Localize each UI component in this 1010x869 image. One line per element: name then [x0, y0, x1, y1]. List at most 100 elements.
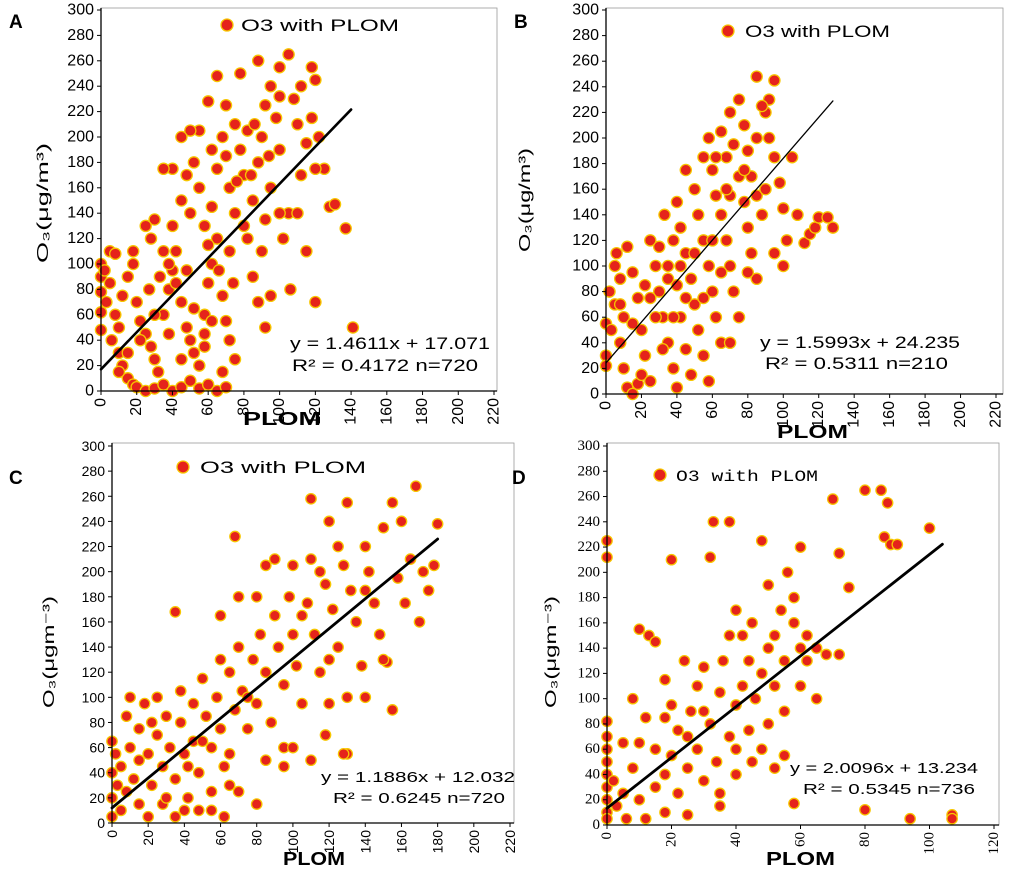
data-point [755, 534, 768, 547]
data-point [180, 264, 193, 277]
data-point [98, 264, 111, 277]
data-point [247, 653, 259, 666]
data-point [264, 289, 277, 303]
data-point [656, 342, 669, 356]
data-point [219, 314, 233, 328]
data-point [196, 735, 209, 748]
data-point [833, 547, 846, 560]
data-point [688, 246, 701, 260]
data-point [151, 691, 164, 704]
data-point [878, 531, 891, 543]
data-point [732, 93, 746, 106]
data-point [626, 317, 639, 330]
data-point [781, 566, 794, 579]
data-point [109, 247, 122, 261]
data-point [314, 666, 326, 679]
data-point [359, 691, 372, 704]
data-point [126, 245, 140, 258]
data-point [226, 276, 240, 290]
data-point [212, 264, 226, 277]
data-point [431, 518, 444, 530]
data-point [254, 628, 267, 641]
data-point [175, 130, 188, 144]
y-tick-label: 260 [572, 53, 599, 70]
data-point [255, 245, 269, 258]
data-point [801, 654, 813, 667]
y-tick-label: 160 [572, 181, 599, 198]
data-point [626, 762, 639, 774]
data-point [710, 755, 723, 768]
y-tick-label: 0 [593, 817, 601, 833]
data-point [697, 661, 710, 673]
data-point [241, 232, 254, 245]
data-point [674, 259, 687, 273]
data-point [638, 349, 652, 362]
y-tick-label: 260 [578, 489, 601, 505]
data-point [187, 346, 201, 360]
data-point [620, 812, 633, 825]
x-tick-label: 80 [739, 401, 756, 419]
data-point [363, 565, 375, 578]
data-point [723, 515, 736, 528]
y-tick-label: 300 [82, 438, 106, 454]
data-point [702, 131, 716, 145]
data-point [607, 774, 620, 787]
data-point [859, 484, 871, 497]
data-point [229, 530, 241, 543]
data-point [768, 246, 781, 260]
data-point [638, 278, 652, 292]
data-point [309, 73, 322, 87]
data-point [678, 654, 691, 667]
data-point [148, 353, 161, 366]
data-point [659, 711, 671, 724]
data-point [386, 704, 399, 716]
data-point [296, 697, 308, 710]
data-point [741, 144, 755, 158]
y-tick-label: 120 [572, 232, 599, 249]
data-point [126, 257, 140, 271]
y-tick-label: 40 [581, 334, 599, 351]
x-tick-label: 160 [378, 398, 395, 425]
data-point [259, 666, 272, 679]
x-tick-label: 180 [414, 398, 431, 425]
data-point [187, 302, 201, 315]
data-point [691, 743, 704, 756]
data-point [255, 130, 269, 144]
y-tick-label: 220 [578, 539, 601, 555]
data-point [826, 221, 840, 234]
data-point [672, 724, 684, 737]
legend-marker-d [653, 468, 667, 482]
data-point [182, 760, 194, 773]
regression-equation-d: y = 2.0096x + 13.234 [790, 760, 978, 777]
data-point [250, 697, 263, 710]
data-point [300, 245, 313, 258]
regression-stats-b: R² = 0.5311 n=210 [765, 354, 948, 373]
data-point [287, 559, 299, 572]
data-point [259, 559, 272, 572]
data-point [780, 234, 794, 247]
data-point [109, 748, 122, 760]
data-point [633, 737, 646, 749]
data-point [730, 743, 742, 756]
data-point [794, 680, 807, 692]
data-point [679, 342, 693, 356]
data-point [290, 660, 303, 672]
data-point [810, 692, 823, 705]
data-point [741, 221, 755, 234]
data-point [259, 754, 272, 767]
data-point [610, 246, 623, 260]
data-point [184, 124, 197, 137]
data-point [644, 374, 657, 388]
data-point [727, 138, 740, 151]
x-axis-label-c: PLOM [283, 849, 345, 869]
data-point [344, 584, 357, 597]
data-point [139, 219, 152, 233]
data-point [736, 680, 749, 692]
regression-line [605, 542, 944, 810]
data-point [250, 798, 263, 810]
data-point [228, 118, 242, 131]
x-tick-label: 140 [343, 398, 360, 425]
data-point [305, 60, 319, 74]
data-point [178, 804, 191, 817]
data-point [659, 673, 671, 686]
